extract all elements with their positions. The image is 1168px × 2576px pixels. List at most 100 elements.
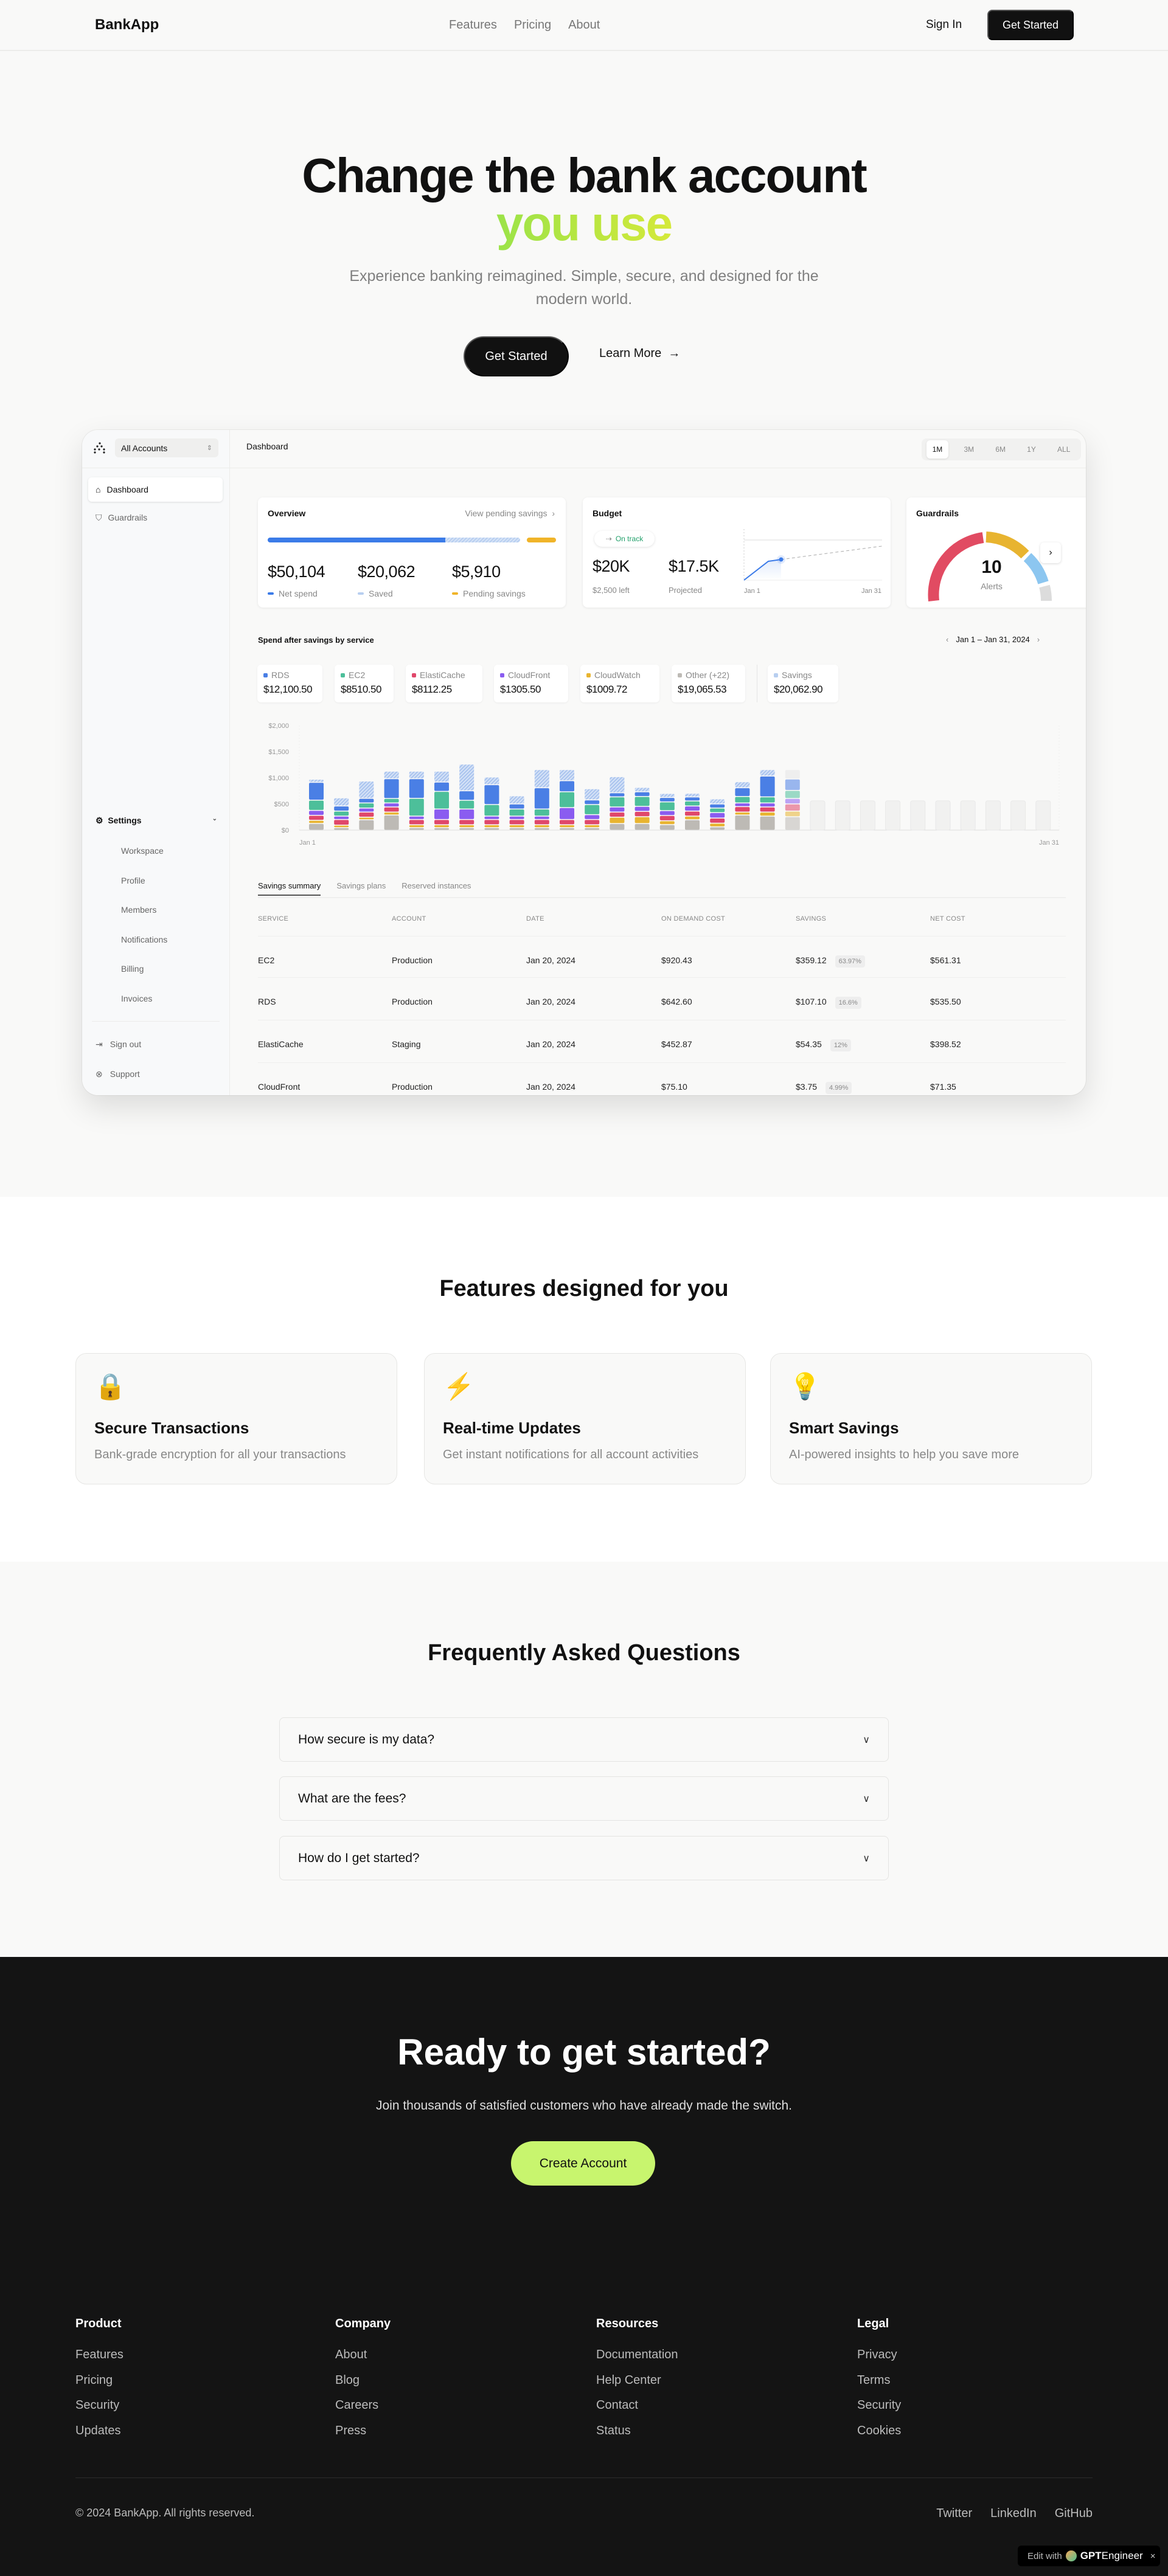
social-github[interactable]: GitHub <box>1054 2507 1093 2520</box>
bar-segment-elasticache <box>710 819 725 823</box>
tab-reserved-instances[interactable]: Reserved instances <box>401 881 471 890</box>
footer-link[interactable]: Terms <box>857 2373 891 2387</box>
bar-segment-cloudfront <box>434 809 449 819</box>
faq-item[interactable]: How do I get started? ∨ <box>279 1836 889 1880</box>
footer-link[interactable]: Press <box>335 2423 367 2437</box>
bar-segment-cloudwatch <box>459 825 474 828</box>
bar-segment-rds <box>585 800 600 805</box>
legend-item-rds[interactable]: RDS $12,100.50 <box>257 665 322 702</box>
sidebar-settings-toggle[interactable]: ⚙ Settings ⌄ <box>96 815 217 826</box>
nav-link-features[interactable]: Features <box>449 18 497 32</box>
legend-item-cloudwatch[interactable]: CloudWatch $1009.72 <box>580 665 659 702</box>
legend-item-elasticache[interactable]: ElastiCache $8112.25 <box>406 665 482 702</box>
view-pending-savings-link[interactable]: View pending savings › <box>465 508 555 518</box>
logo[interactable]: BankApp <box>95 16 159 33</box>
sidebar-item-profile[interactable]: Profile <box>121 875 145 885</box>
hero-get-started-button[interactable]: Get Started <box>464 336 569 376</box>
legend-item-other-22-[interactable]: Other (+22) $19,065.53 <box>672 665 745 702</box>
nav-get-started-button[interactable]: Get Started <box>987 10 1074 40</box>
legend-item-ec2[interactable]: EC2 $8510.50 <box>335 665 394 702</box>
table-row[interactable] <box>258 1020 1066 1060</box>
gpt-engineer-badge[interactable]: Edit with GPTEngineer × <box>1018 2546 1160 2566</box>
footer-link[interactable]: Privacy <box>857 2348 897 2361</box>
gauge-critical-segment <box>928 532 984 601</box>
footer-link[interactable]: Security <box>857 2398 902 2412</box>
bar-segment-ec2 <box>509 809 524 816</box>
bar-segment-cloudwatch <box>434 825 449 828</box>
table-row[interactable] <box>258 977 1066 1017</box>
bar-segment-elasticache <box>735 807 750 812</box>
budget-projected-label: Projected <box>669 586 702 595</box>
saved-bar <box>445 538 520 542</box>
feature-title: Real-time Updates <box>443 1419 581 1437</box>
tab-savings-plans[interactable]: Savings plans <box>336 881 386 890</box>
close-icon[interactable]: × <box>1150 2550 1156 2561</box>
footer-link[interactable]: Contact <box>596 2398 638 2412</box>
legend-item-cloudfront[interactable]: CloudFront $1305.50 <box>494 665 568 702</box>
footer-link[interactable]: Security <box>75 2398 120 2412</box>
cell-text: $107.10 <box>796 997 827 1006</box>
table-cell: $398.52 <box>930 1039 961 1049</box>
budget-card: Budget ⇢ On track $20K $2,500 left $17.5K… <box>583 497 891 608</box>
bar-segment-ec2 <box>610 797 625 807</box>
bar-segment-savings <box>484 777 499 784</box>
bar-segment-other-22- <box>710 827 725 830</box>
footer-link[interactable]: Documentation <box>596 2348 678 2361</box>
bar-segment-rds <box>359 798 374 803</box>
sign-out-button[interactable]: ⇥ Sign out <box>96 1039 141 1050</box>
footer-link[interactable]: Pricing <box>75 2373 113 2387</box>
footer-link[interactable]: Features <box>75 2348 123 2361</box>
sign-in-link[interactable]: Sign In <box>926 18 962 31</box>
support-button[interactable]: ⊗ Support <box>96 1069 140 1079</box>
bar-segment-ec2 <box>585 805 600 814</box>
footer-link[interactable]: Updates <box>75 2423 121 2437</box>
create-account-button[interactable]: Create Account <box>511 2141 655 2186</box>
bar-segment-elasticache <box>560 820 574 825</box>
footer-link[interactable]: Status <box>596 2423 631 2437</box>
legend-name: Savings <box>774 670 832 680</box>
table-row[interactable] <box>258 936 1066 976</box>
chevron-right-icon[interactable]: › <box>1037 635 1040 644</box>
sidebar-item-workspace[interactable]: Workspace <box>121 846 164 856</box>
cell-text: $642.60 <box>661 997 692 1006</box>
sidebar-item-members[interactable]: Members <box>121 905 157 915</box>
time-range-1y[interactable]: 1Y <box>1027 445 1036 454</box>
faq-item[interactable]: How secure is my data? ∨ <box>279 1717 889 1762</box>
footer-link[interactable]: Blog <box>335 2373 360 2387</box>
tab-savings-summary[interactable]: Savings summary <box>258 881 321 896</box>
cell-text: Jan 20, 2024 <box>526 1082 575 1092</box>
sidebar-item-guardrails[interactable]: ⛉ Guardrails <box>96 513 147 523</box>
footer-link[interactable]: Careers <box>335 2398 379 2412</box>
legend-name: ElastiCache <box>412 670 476 680</box>
bar-segment-savings <box>309 780 324 782</box>
time-range-all[interactable]: ALL <box>1057 445 1071 454</box>
bar-segment-other-22- <box>309 823 324 830</box>
bar-segment-other-22- <box>560 828 574 830</box>
sidebar-item-billing[interactable]: Billing <box>121 964 144 974</box>
time-range-3m[interactable]: 3M <box>964 445 975 454</box>
bar-segment-other-22- <box>785 817 800 830</box>
time-range-1m[interactable]: 1M <box>926 440 949 459</box>
table-tabs: Savings summary Savings plans Reserved i… <box>258 881 471 896</box>
account-selector[interactable]: All Accounts ⇕ <box>115 438 218 457</box>
footer-link[interactable]: Cookies <box>857 2423 902 2437</box>
nav-link-pricing[interactable]: Pricing <box>513 18 552 32</box>
chevron-left-icon[interactable]: ‹ <box>946 635 949 644</box>
sidebar-item-notifications[interactable]: Notifications <box>121 934 168 944</box>
learn-more-link[interactable]: Learn More → <box>599 347 680 361</box>
sidebar-item-dashboard[interactable]: ⌂ Dashboard <box>88 477 223 502</box>
next-carousel-button[interactable]: › <box>1040 542 1061 563</box>
sidebar-item-invoices[interactable]: Invoices <box>121 993 153 1003</box>
social-linkedin[interactable]: LinkedIn <box>990 2507 1037 2520</box>
legend-swatch-icon <box>341 673 345 677</box>
footer-link[interactable]: About <box>335 2348 367 2361</box>
social-twitter[interactable]: Twitter <box>936 2507 973 2520</box>
table-row[interactable] <box>258 1062 1066 1095</box>
faq-item[interactable]: What are the fees? ∨ <box>279 1776 889 1821</box>
footer-link[interactable]: Help Center <box>596 2373 661 2387</box>
bar-segment-ec2 <box>659 802 675 811</box>
legend-item-savings[interactable]: Savings $20,062.90 <box>768 665 838 702</box>
time-range-6m[interactable]: 6M <box>995 445 1006 454</box>
nav-link-about[interactable]: About <box>568 18 600 32</box>
bar-segment-savings <box>434 771 449 782</box>
